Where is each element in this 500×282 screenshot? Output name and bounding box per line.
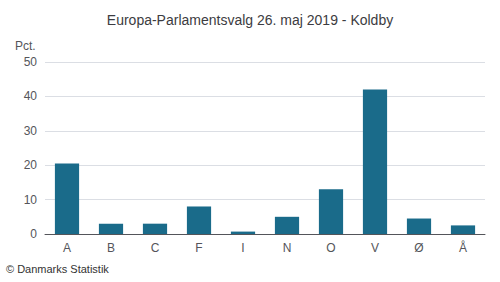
svg-text:30: 30	[24, 124, 38, 138]
svg-text:10: 10	[24, 193, 38, 207]
svg-text:20: 20	[24, 158, 38, 172]
svg-text:N: N	[283, 241, 292, 255]
svg-text:C: C	[151, 241, 160, 255]
svg-text:O: O	[326, 241, 335, 255]
svg-text:Pct.: Pct.	[15, 39, 36, 53]
svg-text:Å: Å	[459, 240, 467, 255]
svg-text:V: V	[371, 241, 379, 255]
svg-text:F: F	[195, 241, 202, 255]
svg-text:Europa-Parlamentsvalg 26. maj: Europa-Parlamentsvalg 26. maj 2019 - Kol…	[107, 12, 393, 28]
svg-text:B: B	[107, 241, 115, 255]
svg-text:A: A	[63, 241, 71, 255]
svg-text:0: 0	[30, 227, 37, 241]
svg-text:© Danmarks Statistik: © Danmarks Statistik	[6, 263, 109, 275]
svg-text:Ø: Ø	[414, 241, 423, 255]
svg-text:I: I	[241, 241, 244, 255]
svg-text:50: 50	[24, 55, 38, 69]
svg-text:40: 40	[24, 89, 38, 103]
